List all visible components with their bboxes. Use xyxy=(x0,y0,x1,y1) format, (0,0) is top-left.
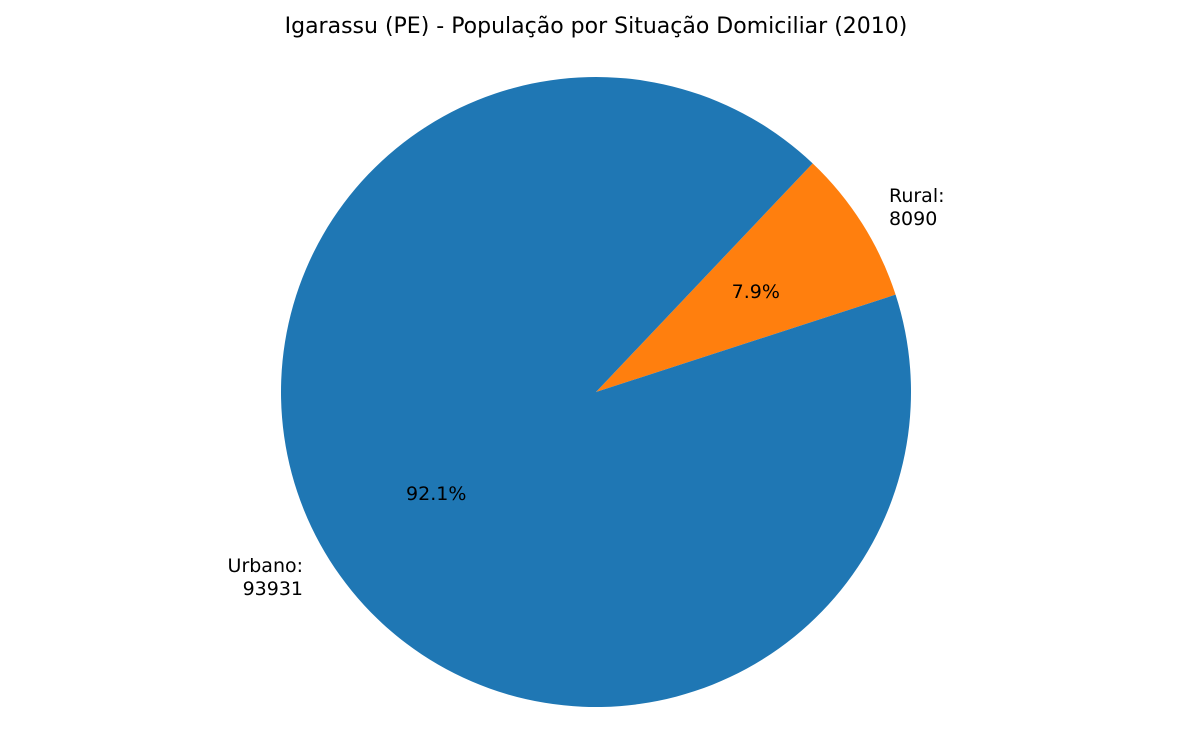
pie-labels: Rural: 8090 7.9% Urbano: 93931 92.1% xyxy=(228,185,945,600)
pie-slice-urbano xyxy=(281,77,912,707)
slice-label-title: Rural: xyxy=(889,185,945,207)
slice-label-value: 8090 xyxy=(889,208,937,230)
slice-label-title: Urbano: xyxy=(228,555,304,577)
pct-label-urbano: 92.1% xyxy=(406,483,466,505)
slice-label-value: 93931 xyxy=(243,578,303,600)
pie-slices xyxy=(281,77,912,707)
slice-label-urbano: Urbano: 93931 xyxy=(228,555,304,600)
slice-label-rural: Rural: 8090 xyxy=(889,185,945,230)
pct-label-rural: 7.9% xyxy=(732,281,780,303)
pie-slice-rural xyxy=(596,163,896,392)
chart-title: Igarassu (PE) - População por Situação D… xyxy=(285,14,908,39)
